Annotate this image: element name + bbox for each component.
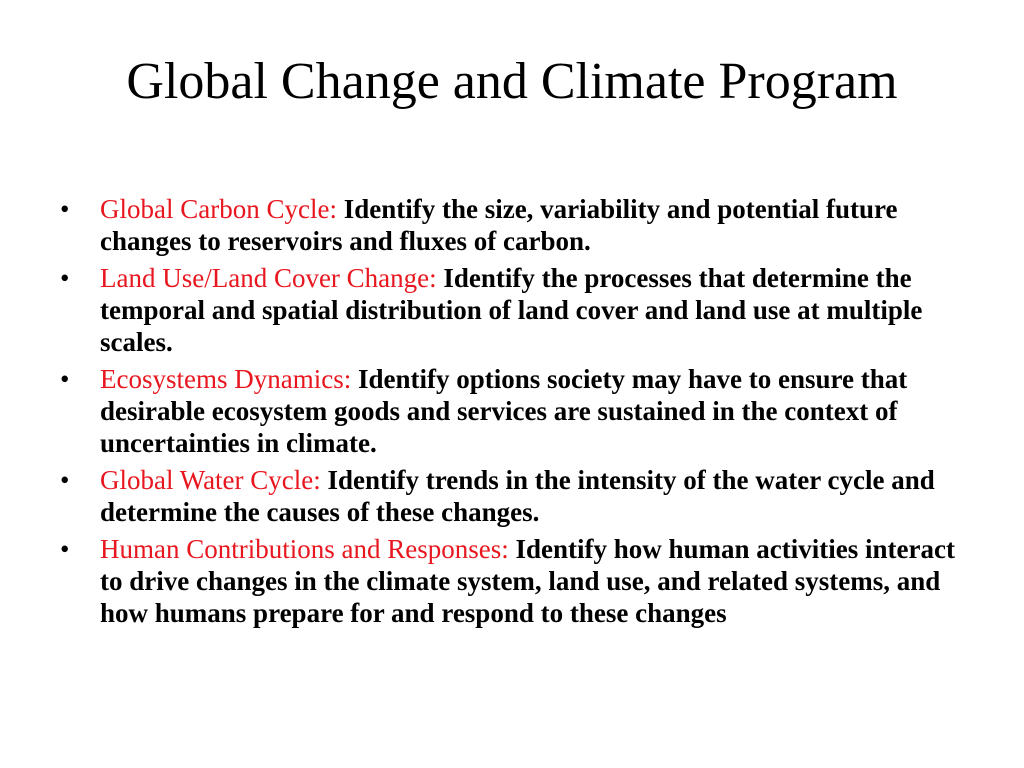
bullet-text: Identify the processes that determine th…	[100, 263, 923, 357]
bullet-item-global-carbon-cycle: • Global Carbon Cycle: Identify the size…	[58, 193, 978, 257]
bullet-icon: •	[60, 263, 70, 293]
bullet-term: Human Contributions and Responses:	[100, 534, 516, 564]
bullet-icon: •	[60, 465, 70, 495]
bullet-term: Global Carbon Cycle:	[100, 194, 344, 224]
bullet-item-global-water-cycle: • Global Water Cycle: Identify trends in…	[58, 464, 978, 528]
bullet-term: Ecosystems Dynamics:	[100, 364, 358, 394]
bullet-item-human-contributions-and-responses: • Human Contributions and Responses: Ide…	[58, 533, 978, 629]
bullet-list: • Global Carbon Cycle: Identify the size…	[58, 193, 978, 634]
bullet-icon: •	[60, 194, 70, 224]
bullet-icon: •	[60, 534, 70, 564]
bullet-item-land-use-land-cover-change: • Land Use/Land Cover Change: Identify t…	[58, 262, 978, 358]
bullet-item-ecosystems-dynamics: • Ecosystems Dynamics: Identify options …	[58, 363, 978, 459]
bullet-icon: •	[60, 364, 70, 394]
slide-title: Global Change and Climate Program	[126, 53, 898, 110]
bullet-text: Identify how human activities interact t…	[100, 534, 955, 628]
bullet-text: Identify the size, variability and poten…	[100, 194, 898, 256]
bullet-term: Global Water Cycle:	[100, 465, 328, 495]
bullet-term: Land Use/Land Cover Change:	[100, 263, 444, 293]
bullet-text: Identify options society may have to ens…	[100, 364, 908, 458]
bullet-text: Identify trends in the intensity of the …	[100, 465, 935, 527]
